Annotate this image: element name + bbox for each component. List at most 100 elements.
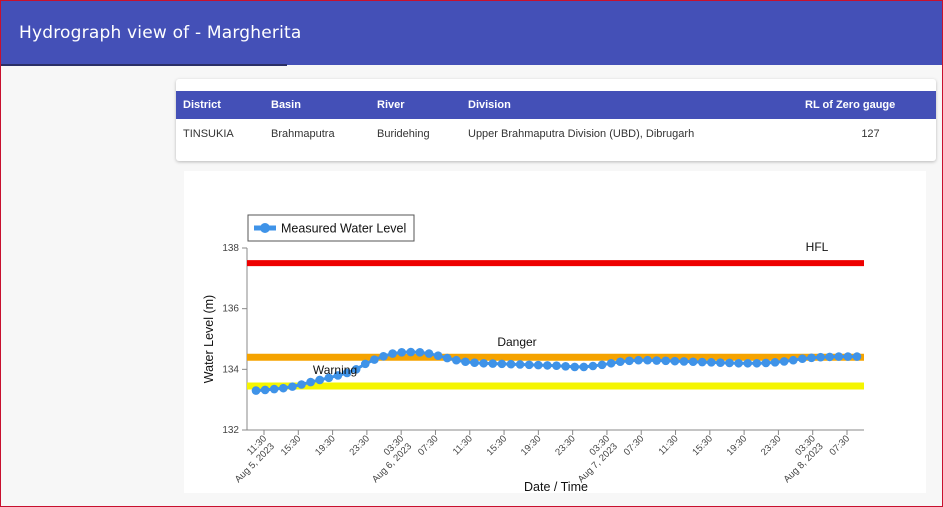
reference-label-danger: Danger [497,335,536,349]
data-point [497,359,507,369]
data-point [615,357,625,367]
cell-river: Buridehing [377,128,430,140]
data-point [397,348,406,357]
data-point [543,361,552,370]
x-tick-text: 07:30 [622,433,647,458]
y-axis-title: Water Level (m) [202,295,216,383]
data-point [442,353,452,363]
data-point [324,373,334,383]
data-point [843,352,853,361]
hydrograph-panel: 132 134 136 138 HFL Danger Warning 11:30 Aug 5, … [184,171,926,494]
x-tick-label: 19:30 [313,433,338,458]
data-point [260,385,270,395]
legend-entry-label: Measured Water Level [281,222,406,236]
data-point [752,358,762,368]
x-tick-text: 11:30 [451,433,475,457]
data-point [251,386,261,395]
x-tick-text: 15:30 [690,433,715,458]
data-point [424,349,434,358]
x-tick-label: 19:30 [725,433,750,458]
station-info-table: District Basin River Division RL of Zero… [176,91,936,149]
x-tick-label: 11:30 [657,433,681,457]
column-header-rl-zero-gauge: RL of Zero gauge [798,91,936,119]
page-title: Hydrograph view of - Margherita [19,23,302,43]
data-point [269,384,279,394]
data-point [807,353,816,363]
data-point [852,352,862,361]
data-point [506,359,516,369]
x-tick-text: 07:30 [416,433,441,458]
data-point [643,355,652,365]
x-tick-text: 19:30 [313,433,338,458]
data-point [297,380,306,389]
x-tick-text: 23:30 [553,433,578,458]
data-point [770,358,780,367]
x-tick-text: 07:30 [828,433,853,458]
chart-legend: Measured Water Level [247,214,415,242]
data-point [288,382,297,391]
data-point [670,356,680,366]
data-point [342,368,352,378]
data-point [788,355,798,365]
data-point [415,348,425,357]
app-header: Hydrograph view of - Margherita [1,1,942,66]
data-point [588,361,598,371]
data-point [725,358,734,368]
x-tick-text: 23:30 [759,433,784,458]
data-point [652,356,661,365]
x-tick-label: 15:30 [690,433,715,458]
data-point [707,358,716,367]
data-point [488,359,498,368]
data-point [625,356,634,366]
data-point [816,352,825,362]
y-tick-label: 138 [222,243,239,254]
x-axis-title: Date / Time [524,480,588,493]
x-tick-label: 15:30 [279,433,304,458]
data-point [470,358,479,367]
data-point [734,358,743,368]
data-point [570,362,580,372]
y-tick-label: 134 [222,364,239,375]
data-point [433,351,443,360]
data-point [351,365,361,374]
legend-swatch-marker [260,223,270,233]
x-tick-label: 23:30 [347,433,372,458]
data-point [761,358,771,368]
x-tick-text: 11:30 [657,433,681,457]
data-point [716,358,725,367]
x-tick-label: 19:30 [519,433,544,458]
cell-rl-zero-gauge: 127 [861,128,880,140]
reference-label-warning: Warning [313,363,357,377]
data-point [333,371,343,380]
data-point [360,359,370,369]
station-info-card: District Basin River Division RL of Zero… [176,79,936,161]
data-point [679,357,689,366]
table-row: TINSUKIA Brahmaputra Buridehing Upper Br… [176,119,936,149]
data-point [370,355,379,364]
x-tick-label: 07:30 [416,433,441,458]
x-tick-label: 11:30 [451,433,475,457]
column-header-river: River [370,91,461,119]
header-tab-indicator [1,64,287,66]
data-point [579,362,589,372]
cell-district: TINSUKIA [183,128,234,140]
data-point [825,352,834,362]
data-point [406,347,416,357]
data-point [315,375,325,385]
data-point [597,360,607,370]
data-point [743,358,753,368]
data-point [306,377,315,387]
column-header-basin: Basin [264,91,370,119]
data-point [697,357,707,367]
x-tick-text: 23:30 [347,433,372,458]
data-point [515,360,525,369]
x-tick-label: 23:30 [553,433,578,458]
data-point [688,357,698,367]
x-tick-text: 19:30 [725,433,750,458]
x-tick-text: 15:30 [279,433,304,458]
table-header-row: District Basin River Division RL of Zero… [176,91,936,119]
cell-division: Upper Brahmaputra Division (UBD), Dibrug… [468,128,695,140]
x-tick-label: 07:30 [828,433,853,458]
